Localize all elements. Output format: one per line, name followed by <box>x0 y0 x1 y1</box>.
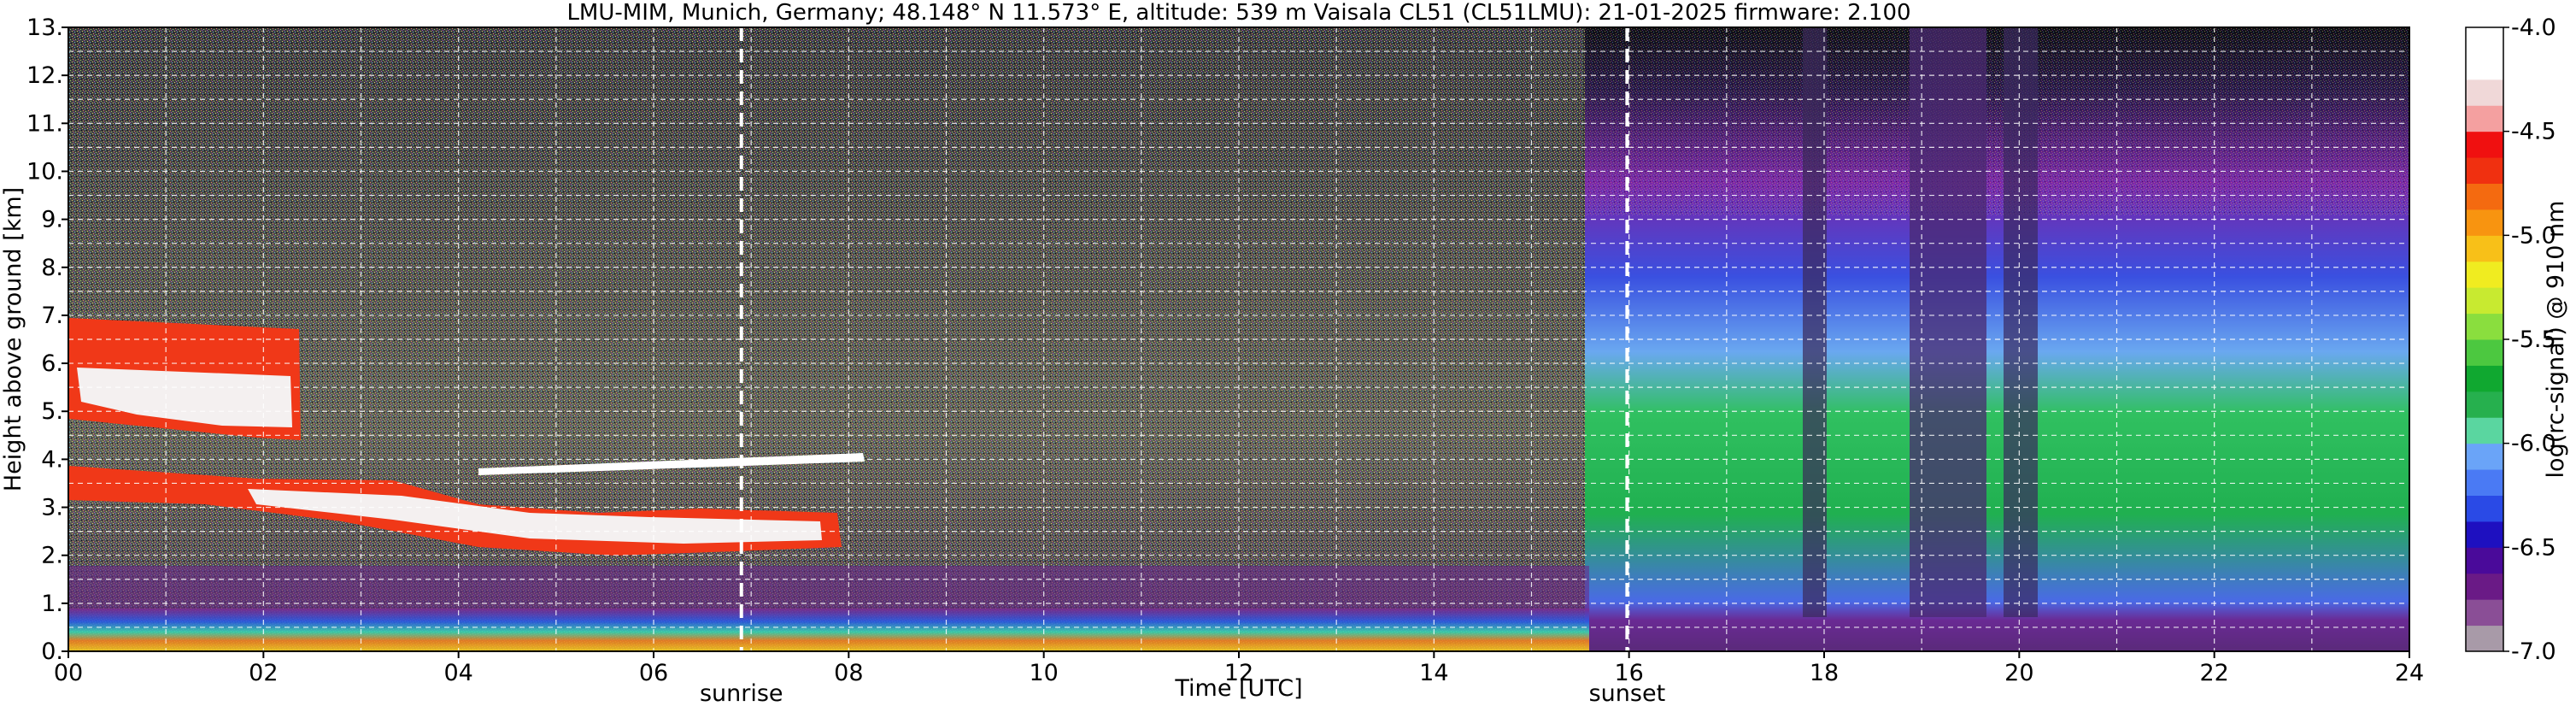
x-tick-label: 20 <box>2004 660 2033 686</box>
y-tick-label: 0. <box>41 638 63 665</box>
colorbar-swatch <box>2466 53 2503 80</box>
precip-band-1 <box>1803 27 1827 617</box>
x-tick-label: 16 <box>1614 660 1643 686</box>
y-tick-label: 7. <box>41 303 63 329</box>
colorbar-swatch <box>2466 79 2503 106</box>
colorbar-swatch <box>2466 443 2503 470</box>
colorbar-swatch <box>2466 105 2503 132</box>
y-tick-label: 12. <box>26 62 63 89</box>
colorbar <box>2466 27 2503 652</box>
y-tick-label: 9. <box>41 207 63 233</box>
x-tick-label: 04 <box>443 660 472 686</box>
sun-event-label: sunset <box>1589 680 1666 706</box>
colorbar-swatch <box>2466 313 2503 340</box>
colorbar-swatch <box>2466 261 2503 288</box>
colorbar-swatch <box>2466 339 2503 366</box>
colorbar-swatch <box>2466 365 2503 392</box>
colorbar-swatch <box>2466 599 2503 627</box>
y-tick-label: 10. <box>26 158 63 185</box>
thin-cloud <box>478 453 865 475</box>
colorbar-swatch <box>2466 495 2503 522</box>
x-axis: 00 02 04 06 08 10 12 14 16 18 20 22 24 <box>54 651 2424 686</box>
x-tick-label: 22 <box>2199 660 2228 686</box>
y-tick-label: 3. <box>41 495 63 521</box>
colorbar-swatch <box>2466 131 2503 158</box>
colorbar-tick-label: -5.0 <box>2511 222 2556 249</box>
precip-band-2 <box>1910 27 1986 617</box>
y-tick-label: 4. <box>41 446 63 473</box>
x-tick-label: 02 <box>249 660 278 686</box>
colorbar-ticks: -4.0 -4.5 -5.0 -5.5 -6.0 -6.5 -7.0 <box>2503 15 2556 665</box>
colorbar-swatch <box>2466 417 2503 444</box>
precip-band-3 <box>2004 27 2038 617</box>
sun-markers: sunrise sunset <box>700 27 1665 706</box>
colorbar-swatch <box>2466 625 2503 652</box>
night-speckle <box>1585 27 2409 215</box>
colorbar-swatch <box>2466 157 2503 184</box>
y-tick-label: 5. <box>41 398 63 425</box>
boundary-layer-purple <box>68 566 1589 609</box>
x-axis-label: Time [UTC] <box>1174 675 1302 702</box>
x-tick-label: 18 <box>1810 660 1839 686</box>
cloud-layer-lower-core <box>248 489 822 544</box>
y-tick-label: 11. <box>26 110 63 137</box>
y-tick-label: 8. <box>41 255 63 281</box>
colorbar-swatch <box>2466 469 2503 496</box>
plot-frame <box>67 26 2410 652</box>
colorbar-tick-label: -5.5 <box>2511 327 2556 353</box>
colorbar-swatch <box>2466 235 2503 262</box>
colorbar-swatch <box>2466 27 2503 54</box>
x-tick-label: 12 <box>1224 660 1253 686</box>
colorbar-swatch <box>2466 547 2503 574</box>
x-tick-label: 24 <box>2395 660 2424 686</box>
colorbar-label: log(rc-signal) @ 910 nm <box>2543 201 2569 479</box>
boundary-layer <box>68 609 1589 651</box>
y-tick-label: 1. <box>41 591 63 617</box>
y-axis-label: Height above ground [km] <box>0 187 26 491</box>
colorbar-tick-label: -4.0 <box>2511 15 2556 41</box>
x-tick-label: 00 <box>54 660 83 686</box>
colorbar-swatch <box>2466 573 2503 600</box>
cloud-layer-upper-core <box>77 368 292 427</box>
colorbar-swatch <box>2466 287 2503 315</box>
colorbar-tick-label: -4.5 <box>2511 119 2556 145</box>
colorbar-tick-label: -7.0 <box>2511 638 2556 665</box>
chart-title: LMU-MIM, Munich, Germany; 48.148° N 11.5… <box>566 0 1910 26</box>
y-tick-label: 13. <box>26 15 63 41</box>
colorbar-tick-label: -6.0 <box>2511 431 2556 457</box>
sun-event-label: sunrise <box>700 680 783 706</box>
grid <box>68 27 2409 651</box>
x-tick-label: 10 <box>1029 660 1058 686</box>
x-tick-label: 08 <box>834 660 863 686</box>
colorbar-tick-label: -6.5 <box>2511 534 2556 561</box>
y-axis: 0. 1. 2. 3. 4. 5. 6. 7. 8. 9. 10. 11. 12. 13. <box>26 15 68 665</box>
y-tick-label: 6. <box>41 350 63 377</box>
x-tick-label: 06 <box>639 660 668 686</box>
y-tick-label: 2. <box>41 543 63 569</box>
colorbar-swatch <box>2466 521 2503 548</box>
x-tick-label: 14 <box>1419 660 1448 686</box>
colorbar-swatch <box>2466 391 2503 418</box>
colorbar-swatch <box>2466 183 2503 210</box>
colorbar-swatch <box>2466 209 2503 236</box>
